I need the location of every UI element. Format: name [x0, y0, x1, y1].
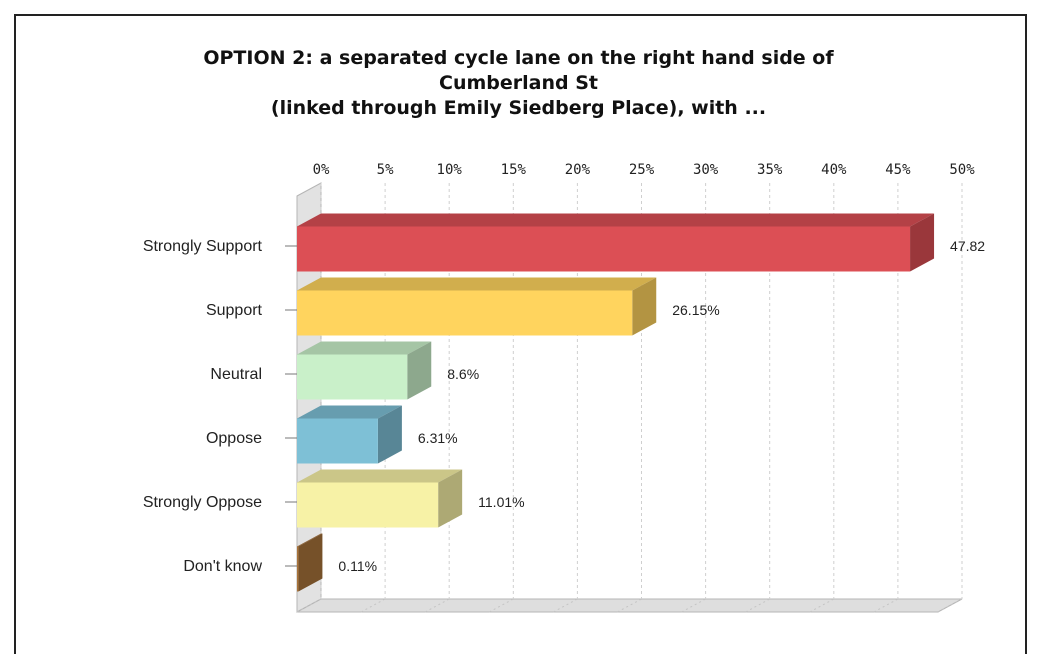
x-tick-label: 45% — [885, 162, 911, 178]
chart-title-line-2: Cumberland St — [439, 72, 598, 94]
bar-side-face — [910, 213, 935, 272]
bar — [297, 418, 378, 464]
x-tick-label: 25% — [629, 162, 655, 178]
bar — [297, 354, 408, 400]
bar-side-face — [407, 341, 432, 400]
x-tick-label: 50% — [949, 162, 975, 178]
x-tick-label: 40% — [821, 162, 847, 178]
chart-title-line-3: (linked through Emily Siedberg Place), w… — [270, 97, 767, 119]
bar — [297, 546, 299, 592]
category-label: Oppose — [206, 430, 262, 447]
data-label: 47.82 — [950, 238, 985, 254]
x-tick-label: 30% — [693, 162, 719, 178]
bar-top-face — [297, 341, 432, 355]
data-label: 11.01% — [478, 494, 524, 510]
x-tick-label: 35% — [757, 162, 783, 178]
category-label: Strongly Support — [143, 238, 263, 255]
bar-side-face — [632, 277, 657, 336]
x-tick-label: 5% — [377, 162, 394, 178]
data-label: 8.6% — [447, 366, 479, 382]
plot-floor — [296, 598, 963, 613]
data-label: 0.11% — [338, 558, 377, 574]
category-label: Support — [206, 302, 263, 319]
bar-top-face — [297, 405, 402, 419]
category-label: Don't know — [183, 558, 262, 575]
bar-side-face — [377, 405, 402, 464]
bar-side-face — [438, 469, 463, 528]
bar — [297, 290, 633, 336]
bar-top-face — [297, 277, 657, 291]
bar-top-face — [297, 533, 323, 547]
bar — [297, 482, 439, 528]
x-tick-label: 0% — [313, 162, 330, 178]
bar-top-face — [297, 213, 935, 227]
x-tick-label: 10% — [437, 162, 463, 178]
x-tick-label: 20% — [565, 162, 591, 178]
data-label: 6.31% — [418, 430, 458, 446]
bar — [297, 226, 911, 272]
bar-side-face — [298, 533, 323, 592]
x-tick-label: 15% — [501, 162, 527, 178]
bar-top-face — [297, 469, 463, 483]
chart-title: OPTION 2: a separated cycle lane on the … — [0, 46, 1037, 121]
chart-title-line-1: OPTION 2: a separated cycle lane on the … — [203, 47, 834, 69]
category-label: Strongly Oppose — [143, 494, 262, 511]
category-label: Neutral — [210, 366, 262, 383]
data-label: 26.15% — [672, 302, 719, 318]
